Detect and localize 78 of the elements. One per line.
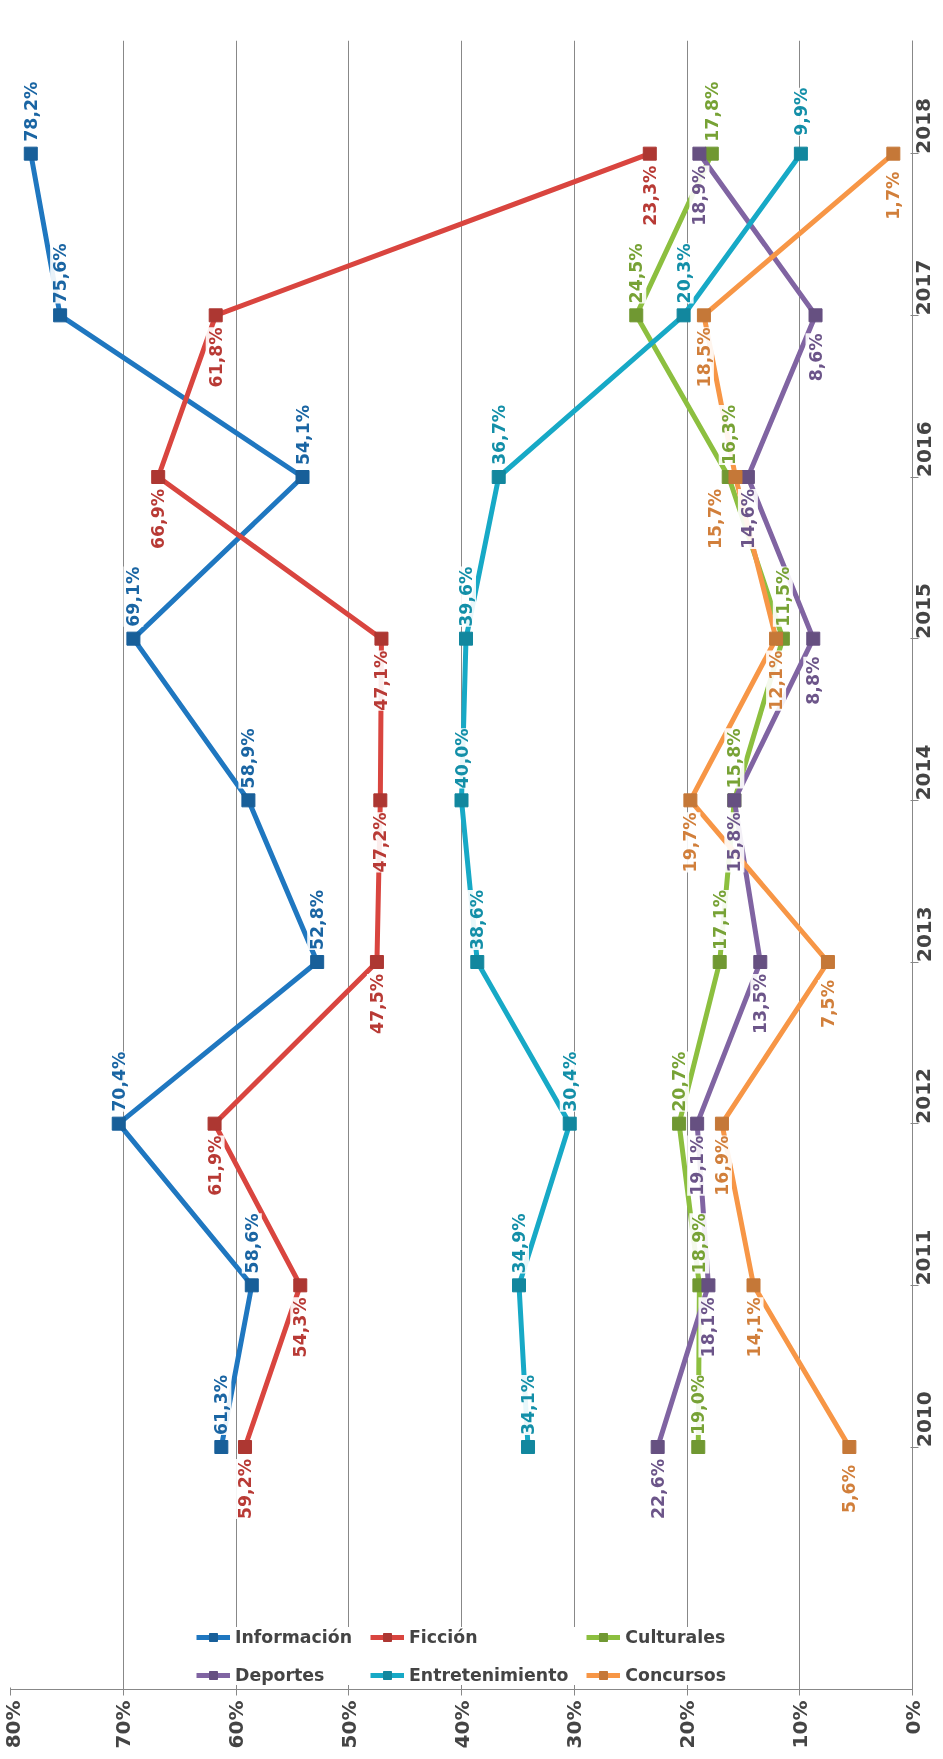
data-label: 12,1% [766, 650, 787, 711]
data-label: 70,4% [108, 1051, 129, 1112]
data-label: 7,5% [817, 979, 838, 1029]
data-label: 47,5% [366, 973, 387, 1035]
data-label: 14,1% [743, 1297, 764, 1358]
data-label: 61,3% [211, 1374, 232, 1436]
data-label: 30,4% [559, 1051, 580, 1112]
data-label: 58,6% [241, 1213, 262, 1274]
data-label: 61,8% [205, 327, 226, 388]
data-label: 36,7% [488, 404, 509, 466]
legend-label: Concursos [625, 1665, 726, 1685]
data-label: 69,1% [123, 566, 144, 627]
data-label: 9,9% [790, 87, 811, 136]
data-label: 38,6% [467, 889, 488, 951]
y-tick-label: 2010 [911, 1391, 936, 1447]
y-tick-label: 2012 [911, 1067, 936, 1124]
data-label: 34,9% [509, 1213, 529, 1274]
x-tick-label: 40% [449, 1700, 474, 1749]
data-label: 66,9% [148, 488, 169, 550]
x-tick-label: 50% [336, 1700, 361, 1749]
y-tick-label: 2013 [911, 906, 936, 962]
x-tick-label: 20% [675, 1700, 699, 1749]
x-tick-label: 70% [111, 1700, 136, 1749]
x-tick-label: 0% [900, 1700, 925, 1735]
data-label: 47,2% [370, 812, 391, 873]
data-label: 8,8% [803, 656, 824, 705]
legend-label: Ficción [408, 1627, 478, 1647]
y-tick-label: 2015 [911, 582, 936, 639]
y-tick-label: 2016 [911, 421, 936, 477]
data-label: 16,9% [711, 1135, 732, 1196]
x-tick-label: 80% [0, 1700, 25, 1749]
data-label: 61,9% [204, 1135, 225, 1196]
data-label: 54,1% [292, 404, 313, 466]
legend-label: Deportes [235, 1665, 325, 1685]
y-tick-label: 2018 [911, 97, 936, 154]
data-label: 78,2% [20, 81, 41, 142]
data-label: 58,9% [238, 728, 259, 789]
data-label: 18,9% [689, 165, 710, 226]
data-label: 54,3% [290, 1297, 311, 1358]
y-tick-label: 2014 [911, 744, 936, 801]
data-label: 11,5% [772, 566, 793, 627]
data-label: 1,7% [883, 171, 904, 220]
data-label: 40,0% [451, 728, 472, 789]
data-label: 20,7% [669, 1051, 690, 1112]
legend-label: Culturales [625, 1627, 726, 1647]
data-label: 19,1% [687, 1135, 708, 1196]
data-label: 13,5% [750, 973, 771, 1035]
data-label: 39,6% [456, 566, 477, 627]
data-label: 18,5% [693, 327, 714, 388]
data-label: 34,1% [518, 1374, 539, 1436]
data-label: 15,8% [724, 728, 745, 789]
x-tick-label: 30% [562, 1700, 587, 1749]
data-label: 17,1% [709, 889, 730, 951]
data-label: 18,1% [698, 1297, 719, 1358]
y-tick-label: 2011 [911, 1229, 936, 1286]
y-tick-label: 2017 [911, 259, 936, 316]
data-label: 14,6% [737, 488, 758, 550]
data-label: 8,6% [805, 333, 826, 382]
x-tick-label: 10% [787, 1700, 812, 1749]
data-label: 59,2% [235, 1458, 256, 1520]
data-label: 47,1% [371, 650, 392, 711]
data-label: 5,6% [839, 1464, 860, 1514]
data-label: 23,3% [639, 165, 660, 226]
x-tick-label: 60% [224, 1700, 248, 1749]
data-label: 15,7% [705, 488, 726, 550]
data-label: 18,9% [689, 1213, 710, 1274]
data-label: 22,6% [647, 1458, 668, 1520]
data-label: 20,3% [673, 243, 694, 304]
legend-label: Información [235, 1627, 352, 1647]
data-label: 52,8% [307, 889, 328, 951]
data-label: 19,7% [680, 812, 701, 873]
data-label: 75,6% [50, 243, 71, 304]
data-label: 15,8% [724, 812, 745, 873]
data-label: 19,0% [688, 1374, 709, 1436]
legend-label: Entretenimiento [408, 1665, 569, 1685]
data-label: 17,8% [701, 81, 722, 142]
data-label: 16,3% [718, 404, 739, 466]
data-label: 24,5% [626, 243, 647, 304]
